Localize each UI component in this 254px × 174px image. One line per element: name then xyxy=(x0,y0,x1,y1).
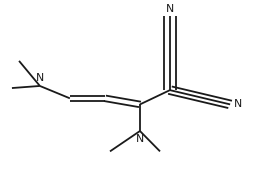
Text: N: N xyxy=(234,99,242,109)
Text: N: N xyxy=(166,3,174,14)
Text: N: N xyxy=(36,73,44,83)
Text: N: N xyxy=(136,134,144,144)
